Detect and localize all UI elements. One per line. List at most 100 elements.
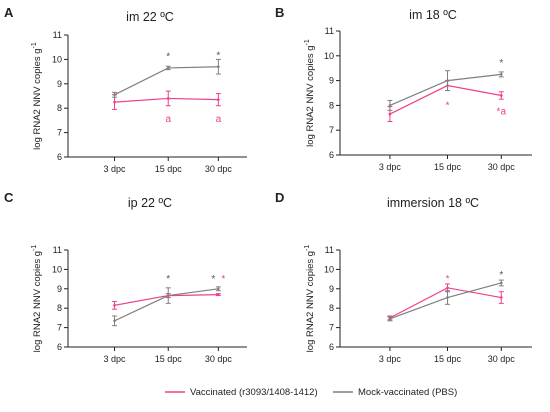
- y-tick-label: 10: [324, 51, 334, 61]
- y-tick-label: 8: [57, 103, 62, 113]
- panel-letter: B: [275, 5, 284, 20]
- series-vaccinated: [387, 283, 504, 321]
- data-point: [388, 112, 392, 116]
- data-point: [113, 100, 116, 104]
- series-mock: [387, 279, 504, 322]
- series-vaccinated: [112, 293, 221, 310]
- panel-letter: C: [4, 190, 14, 205]
- y-axis-title-superscript: -1: [304, 245, 311, 251]
- y-tick-label: 6: [57, 342, 62, 352]
- significance-marker: *: [166, 51, 170, 62]
- series-line: [114, 97, 219, 103]
- y-tick-label: 11: [325, 26, 334, 36]
- data-point: [446, 79, 449, 82]
- x-tick-label: 3 dpc: [379, 354, 402, 364]
- x-tick-label: 15 dpc: [434, 162, 462, 172]
- legend-item-vaccinated: Vaccinated (r3093/1408-1412): [165, 387, 318, 398]
- y-tick-label: 7: [329, 323, 334, 333]
- data-point: [499, 73, 503, 76]
- series-mock: [112, 58, 221, 98]
- y-tick-label: 6: [57, 152, 62, 162]
- data-point: [217, 65, 220, 69]
- x-tick-label: 3 dpc: [379, 162, 402, 172]
- y-tick-label: 9: [329, 76, 334, 86]
- chart-title: immersion 18 ºC: [387, 196, 479, 210]
- data-point: [446, 286, 449, 290]
- x-tick-label: 3 dpc: [104, 164, 127, 174]
- x-tick-label: 15 dpc: [155, 354, 183, 364]
- significance-marker: *: [221, 274, 225, 285]
- y-tick-label: 11: [325, 245, 334, 255]
- data-point: [217, 287, 220, 291]
- data-point: [388, 104, 392, 107]
- x-tick-label: 30 dpc: [205, 354, 233, 364]
- data-point: [499, 281, 503, 285]
- panel-letter: D: [275, 190, 284, 205]
- y-axis-title: log RNA2 NNV copies g-1: [31, 42, 43, 150]
- y-axis-title: log RNA2 NNV copies g-1: [304, 245, 316, 353]
- data-point: [166, 66, 170, 70]
- x-tick-label: 30 dpc: [488, 162, 516, 172]
- series-line: [114, 66, 219, 96]
- y-axis-title-text: log RNA2 NNV copies g: [305, 251, 316, 352]
- legend: Vaccinated (r3093/1408-1412) Mock-vaccina…: [165, 387, 457, 398]
- x-tick-label: 15 dpc: [434, 354, 462, 364]
- chart-title: im 18 ºC: [409, 8, 457, 22]
- y-axis-title: log RNA2 NNV copies g-1: [31, 245, 43, 353]
- data-point: [217, 98, 220, 101]
- data-point: [499, 94, 503, 97]
- significance-marker: *: [446, 274, 450, 285]
- significance-marker: a: [165, 114, 171, 125]
- significance-marker: *: [211, 274, 215, 285]
- significance-marker: *: [166, 274, 170, 285]
- y-tick-label: 7: [329, 125, 334, 135]
- legend-item-mock: Mock-vaccinated (PBS): [333, 387, 457, 398]
- y-tick-label: 10: [52, 54, 62, 64]
- data-point: [166, 294, 170, 297]
- y-axis-title-text: log RNA2 NNV copies g: [32, 48, 43, 149]
- y-axis-title-text: log RNA2 NNV copies g: [305, 45, 316, 146]
- significance-marker: *: [499, 270, 503, 281]
- panel-letter: A: [4, 5, 14, 20]
- data-point: [113, 93, 116, 97]
- data-point: [113, 319, 116, 323]
- chart-title: ip 22 ºC: [128, 196, 172, 210]
- x-tick-label: 30 dpc: [205, 164, 233, 174]
- series-line: [389, 287, 502, 319]
- legend-label: Mock-vaccinated (PBS): [358, 387, 457, 398]
- y-tick-label: 7: [57, 128, 62, 138]
- y-tick-label: 6: [329, 150, 334, 160]
- data-point: [166, 97, 170, 100]
- y-axis-title-superscript: -1: [304, 39, 311, 45]
- data-point: [499, 296, 503, 299]
- y-tick-label: 10: [52, 264, 62, 274]
- y-axis-title-superscript: -1: [31, 245, 38, 251]
- data-point: [113, 303, 116, 307]
- significance-marker: a: [216, 114, 222, 125]
- y-tick-label: 8: [57, 303, 62, 313]
- data-point: [217, 293, 220, 296]
- x-tick-label: 15 dpc: [155, 164, 183, 174]
- data-point: [388, 317, 392, 321]
- y-tick-label: 10: [324, 264, 334, 274]
- series-mock: [387, 70, 504, 111]
- x-tick-label: 3 dpc: [104, 354, 127, 364]
- legend-label: Vaccinated (r3093/1408-1412): [190, 387, 318, 398]
- y-tick-label: 7: [57, 323, 62, 333]
- y-axis-title-superscript: -1: [31, 42, 38, 48]
- y-tick-label: 9: [329, 284, 334, 294]
- y-tick-label: 9: [57, 284, 62, 294]
- significance-marker: *: [216, 50, 220, 61]
- y-tick-label: 11: [53, 245, 62, 255]
- significance-marker: *: [499, 58, 503, 69]
- y-axis-title-text: log RNA2 NNV copies g: [32, 251, 43, 352]
- chart-title: im 22 ºC: [126, 10, 174, 24]
- series-vaccinated: [112, 90, 221, 110]
- y-tick-label: 8: [329, 100, 334, 110]
- y-tick-label: 6: [329, 342, 334, 352]
- significance-marker: *: [446, 100, 450, 111]
